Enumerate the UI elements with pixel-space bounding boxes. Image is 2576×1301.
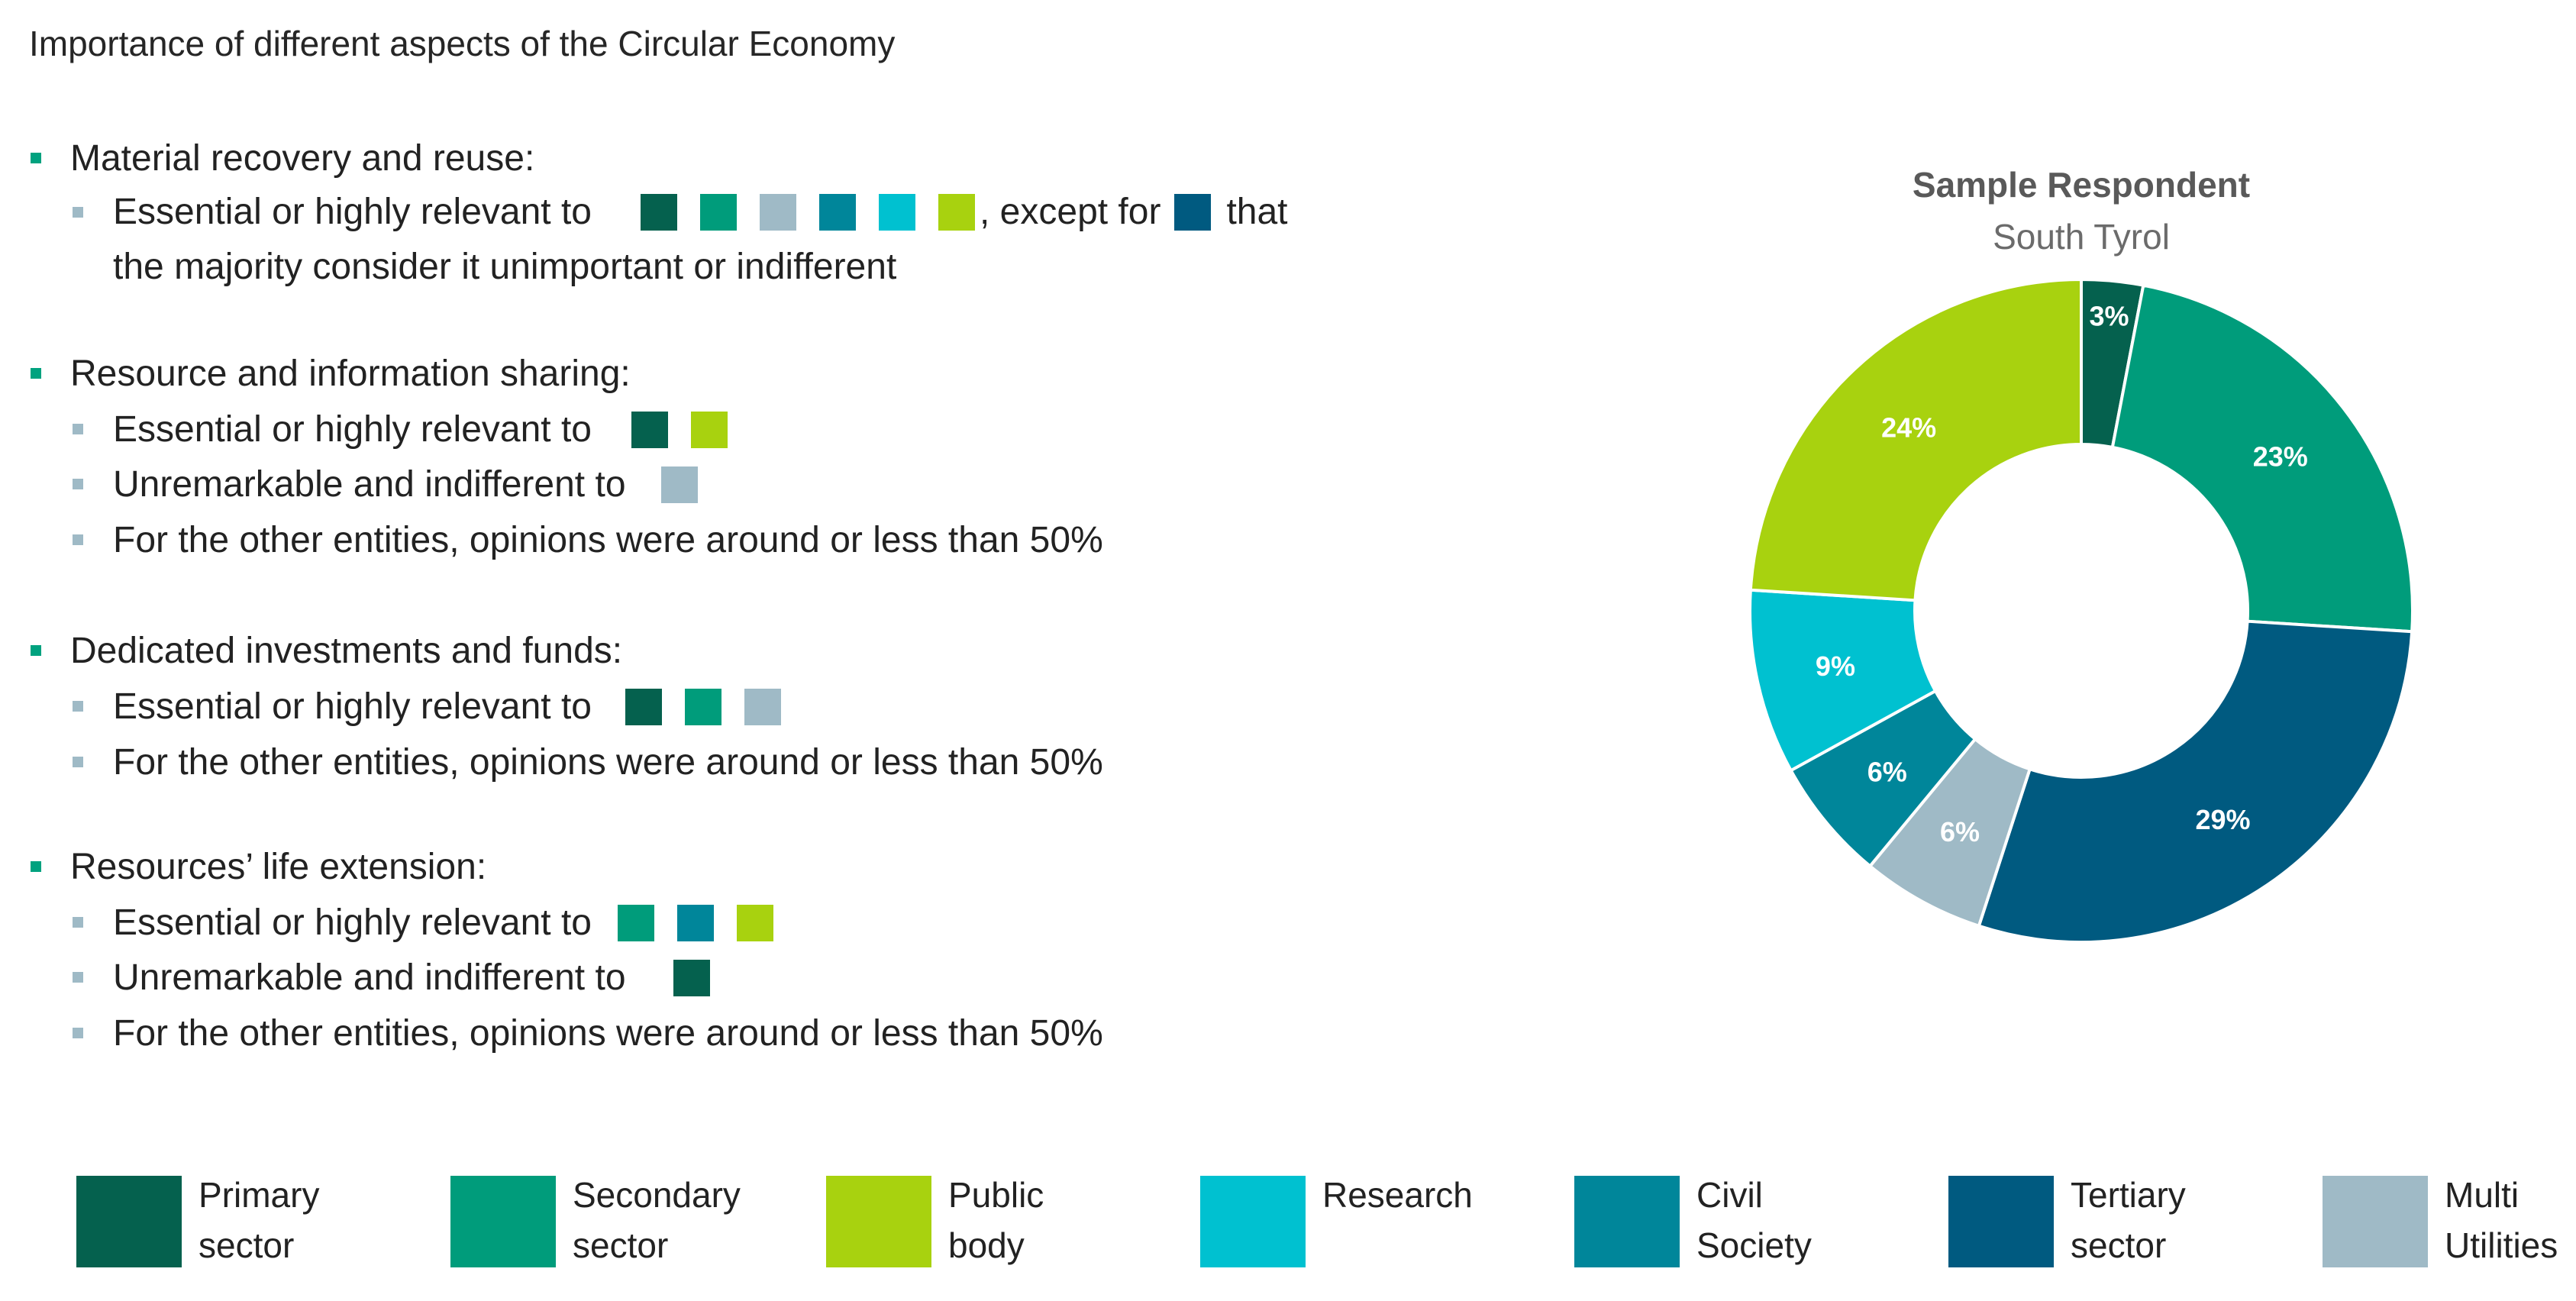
legend-swatch	[685, 688, 721, 725]
bullet-l2	[73, 972, 83, 983]
criterion-line: Essential or highly relevant to , except…	[113, 192, 1288, 232]
bullet-l2	[73, 207, 83, 218]
bullet-l2	[73, 1028, 83, 1038]
legend-item-secondary: Secondary sector	[450, 1175, 741, 1270]
section-heading: Resources’ life extension:	[70, 847, 487, 887]
legend-swatch	[76, 1176, 182, 1267]
criterion-line: the majority consider it unimportant or …	[113, 247, 897, 287]
slice-label-research: 9%	[1816, 650, 1855, 682]
legend-swatch	[2323, 1176, 2428, 1267]
legend-item-tertiary: Tertiary sector	[1948, 1175, 2186, 1270]
legend-swatch	[660, 466, 698, 503]
legend-swatch	[1200, 1176, 1306, 1267]
bullet-l2	[73, 917, 83, 928]
bullet-l1	[31, 861, 41, 872]
legend-swatch	[760, 193, 796, 231]
legend-item-civil: Civil Society	[1574, 1175, 1812, 1270]
legend-item-multi: Multi Utilities	[2323, 1175, 2558, 1270]
slice-label-primary: 3%	[2089, 301, 2129, 332]
bullet-l2	[73, 479, 83, 489]
bullet-l2	[73, 701, 83, 712]
legend-label: Civil Society	[1696, 1175, 1812, 1265]
legend-item-public: Public body	[826, 1175, 1044, 1270]
bullet-l2	[73, 757, 83, 767]
legend-swatch	[1574, 1176, 1680, 1267]
bullet-l1	[31, 368, 41, 379]
chart-subtitle: South Tyrol	[1993, 217, 2170, 257]
legend-swatch	[826, 1176, 931, 1267]
legend-swatch	[450, 1176, 556, 1267]
slice-label-multi: 6%	[1940, 816, 1980, 847]
criterion-line: Unremarkable and indifferent to	[113, 463, 721, 505]
legend-label: Public body	[948, 1175, 1044, 1265]
legend-swatch	[700, 193, 737, 231]
criterion-line: Essential or highly relevant to	[113, 408, 751, 450]
slice-public	[1748, 277, 2083, 602]
bullet-l2	[73, 534, 83, 545]
slice-label-public: 24%	[1881, 412, 1936, 443]
legend-swatch	[625, 688, 662, 725]
bullet-l1	[31, 153, 41, 163]
legend-swatch	[641, 193, 677, 231]
legend-swatch	[819, 193, 856, 231]
legend-label: Tertiary sector	[2071, 1175, 2186, 1265]
section-heading: Material recovery and reuse:	[70, 138, 535, 179]
legend-swatch	[1948, 1176, 2054, 1267]
slice-label-civil: 6%	[1867, 756, 1907, 787]
legend-swatch	[618, 904, 654, 941]
slice-label-secondary: 23%	[2253, 441, 2308, 473]
section-heading: Dedicated investments and funds:	[70, 631, 623, 671]
criterion-line: For the other entities, opinions were ar…	[113, 1013, 1103, 1054]
criterion-line: For the other entities, opinions were ar…	[113, 742, 1103, 783]
legend-label: Research	[1322, 1175, 1473, 1215]
criterion-line: Essential or highly relevant to	[113, 686, 804, 728]
legend-swatch	[691, 411, 728, 448]
bullet-l1	[31, 645, 41, 656]
legend-swatch	[737, 904, 773, 941]
legend-swatch	[677, 904, 714, 941]
slice-secondary	[2110, 283, 2414, 634]
legend-label: Secondary sector	[573, 1175, 741, 1265]
legend-swatch	[673, 959, 710, 996]
criterion-line: Essential or highly relevant to	[113, 902, 796, 944]
legend-label: Multi Utilities	[2445, 1175, 2558, 1265]
legend-swatch	[631, 411, 668, 448]
section-heading: Resource and information sharing:	[70, 353, 631, 394]
slice-tertiary	[1977, 619, 2414, 944]
criterion-line: For the other entities, opinions were ar…	[113, 520, 1103, 560]
bullet-l2	[73, 424, 83, 434]
legend-swatch	[744, 688, 781, 725]
legend-swatch	[879, 193, 915, 231]
donut-chart: Sample Respondent South Tyrol 3% 23% 29% 6%…	[1748, 165, 2414, 944]
legend-swatch	[938, 193, 975, 231]
legend-label: Primary sector	[199, 1175, 320, 1265]
criterion-line: Unremarkable and indifferent to	[113, 957, 733, 999]
legend-swatch	[1174, 193, 1212, 231]
page-title: Importance of different aspects of the C…	[29, 24, 896, 63]
legend-item-research: Research	[1200, 1175, 1473, 1267]
legend-item-primary: Primary sector	[76, 1175, 319, 1270]
chart-title: Sample Respondent	[1913, 165, 2250, 205]
slice-label-tertiary: 29%	[2195, 804, 2250, 835]
